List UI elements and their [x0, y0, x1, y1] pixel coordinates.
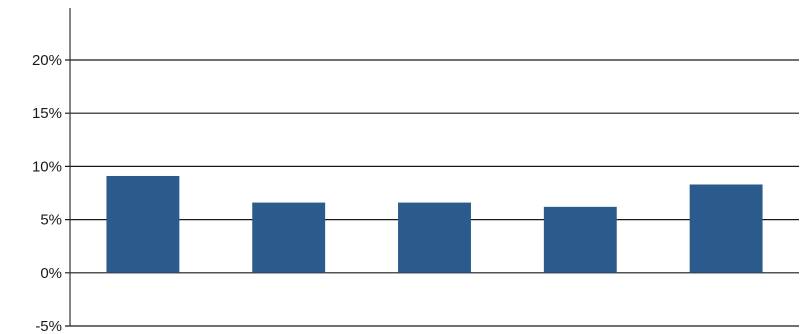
y-tick-label: 20%	[32, 52, 62, 69]
y-tick-label: 10%	[32, 158, 62, 175]
y-tick-label: 0%	[40, 265, 62, 282]
bar	[689, 184, 763, 273]
bar	[106, 175, 180, 273]
y-tick-label: -5%	[35, 318, 62, 334]
y-tick-label: 5%	[40, 212, 62, 229]
bar	[543, 206, 617, 273]
bar	[398, 202, 471, 273]
bars	[106, 175, 763, 273]
y-tick-labels: -5% 0% 5% 10% 15% 20%	[32, 52, 62, 334]
y-tick-label: 15%	[32, 105, 62, 122]
bar	[252, 202, 326, 273]
